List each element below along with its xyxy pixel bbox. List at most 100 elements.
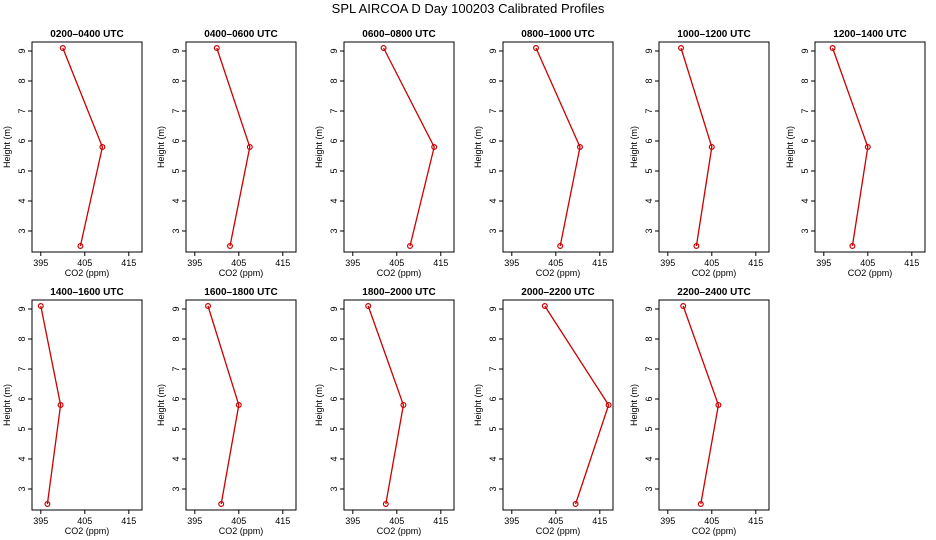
- y-tick-label: 5: [488, 426, 498, 431]
- y-axis-label: Height (m): [314, 126, 324, 168]
- y-tick-label: 4: [644, 198, 654, 203]
- y-tick-label: 8: [17, 78, 27, 83]
- y-tick-label: 5: [17, 168, 27, 173]
- y-tick-label: 4: [800, 198, 810, 203]
- y-tick-label: 5: [488, 168, 498, 173]
- y-tick-label: 7: [329, 108, 339, 113]
- y-tick-label: 6: [644, 138, 654, 143]
- y-axis-label: Height (m): [473, 384, 483, 426]
- y-tick-label: 8: [800, 78, 810, 83]
- profile-line: [367, 305, 405, 505]
- data-point: [77, 243, 84, 250]
- plot-frame: [343, 41, 455, 253]
- data-point: [246, 144, 253, 151]
- panel-1: 0200–0400 UTC 395 405 415 CO2 (ppm) 3 4 5 6 7 8 9 He…: [2, 29, 143, 278]
- x-tick-label: 405: [860, 258, 875, 268]
- y-tick-label: 3: [17, 486, 27, 491]
- data-point: [708, 144, 715, 151]
- panel-4: 0800–1000 UTC 395 405 415 CO2 (ppm) 3 4 5 6 7 8 9 He…: [473, 29, 614, 278]
- x-axis-label: CO2 (ppm): [219, 526, 264, 536]
- profile-line: [831, 47, 869, 247]
- y-axis-label: Height (m): [2, 126, 12, 168]
- y-tick-label: 9: [488, 306, 498, 311]
- x-axis-label: CO2 (ppm): [65, 268, 110, 278]
- plot-frame: [502, 41, 614, 253]
- y-tick-label: 3: [17, 228, 27, 233]
- data-point: [57, 402, 64, 409]
- y-tick-label: 6: [644, 396, 654, 401]
- y-axis-label: Height (m): [785, 126, 795, 168]
- y-tick-label: 3: [171, 486, 181, 491]
- panel-11: 2200–2400 UTC 395 405 415 CO2 (ppm) 3 4 5 6 7 8 9 He…: [629, 287, 770, 536]
- plot-frame: [185, 41, 297, 253]
- x-axis-label: CO2 (ppm): [536, 526, 581, 536]
- panel-3: 0600–0800 UTC 395 405 415 CO2 (ppm) 3 4 5 6 7 8 9 He…: [314, 29, 455, 278]
- y-axis-label: Height (m): [629, 384, 639, 426]
- profile-line: [62, 47, 104, 247]
- y-tick-label: 8: [644, 78, 654, 83]
- y-tick-label: 5: [800, 168, 810, 173]
- data-point: [697, 501, 704, 508]
- panel-title: 2200–2400 UTC: [677, 287, 750, 298]
- x-tick-label: 415: [904, 258, 919, 268]
- data-point: [205, 303, 212, 310]
- y-tick-label: 5: [644, 426, 654, 431]
- y-tick-label: 7: [644, 108, 654, 113]
- y-tick-label: 6: [488, 138, 498, 143]
- x-tick-label: 395: [187, 258, 202, 268]
- panel-2: 0400–0600 UTC 395 405 415 CO2 (ppm) 3 4 5 6 7 8 9 He…: [156, 29, 297, 278]
- panel-title: 0400–0600 UTC: [204, 29, 277, 40]
- y-tick-label: 5: [329, 168, 339, 173]
- y-tick-label: 7: [329, 366, 339, 371]
- panel-title: 1000–1200 UTC: [677, 29, 750, 40]
- x-tick-label: 395: [660, 516, 675, 526]
- y-tick-label: 3: [488, 486, 498, 491]
- y-tick-label: 3: [171, 228, 181, 233]
- y-tick-label: 9: [644, 306, 654, 311]
- y-tick-label: 4: [17, 456, 27, 461]
- y-tick-label: 3: [800, 228, 810, 233]
- panel-9: 1800–2000 UTC 395 405 415 CO2 (ppm) 3 4 5 6 7 8 9 He…: [314, 287, 455, 536]
- data-point: [864, 144, 871, 151]
- y-tick-label: 7: [171, 366, 181, 371]
- y-axis-label: Height (m): [314, 384, 324, 426]
- x-tick-label: 415: [592, 258, 607, 268]
- y-tick-label: 8: [488, 336, 498, 341]
- data-point: [572, 501, 579, 508]
- x-tick-label: 415: [275, 516, 290, 526]
- x-tick-label: 415: [121, 516, 136, 526]
- y-tick-label: 6: [17, 138, 27, 143]
- panel-8: 1600–1800 UTC 395 405 415 CO2 (ppm) 3 4 5 6 7 8 9 He…: [156, 287, 297, 536]
- profile-line: [40, 305, 62, 505]
- x-tick-label: 415: [748, 516, 763, 526]
- y-tick-label: 6: [171, 396, 181, 401]
- x-tick-label: 405: [231, 516, 246, 526]
- x-tick-label: 395: [345, 258, 360, 268]
- x-tick-label: 395: [345, 516, 360, 526]
- panel-title: 2000–2200 UTC: [521, 287, 594, 298]
- x-tick-label: 415: [748, 258, 763, 268]
- plot-frame: [31, 299, 143, 511]
- y-tick-label: 5: [171, 426, 181, 431]
- data-point: [532, 44, 539, 51]
- x-tick-label: 405: [77, 258, 92, 268]
- x-tick-label: 395: [816, 258, 831, 268]
- y-tick-label: 7: [171, 108, 181, 113]
- x-tick-label: 405: [231, 258, 246, 268]
- y-tick-label: 3: [644, 486, 654, 491]
- y-tick-label: 4: [171, 198, 181, 203]
- y-tick-label: 4: [171, 456, 181, 461]
- y-axis-label: Height (m): [629, 126, 639, 168]
- x-tick-label: 395: [504, 258, 519, 268]
- x-tick-label: 405: [77, 516, 92, 526]
- y-tick-label: 5: [17, 426, 27, 431]
- x-axis-label: CO2 (ppm): [692, 268, 737, 278]
- x-axis-label: CO2 (ppm): [219, 268, 264, 278]
- y-tick-label: 7: [800, 108, 810, 113]
- plot-frame: [343, 299, 455, 511]
- panel-10: 2000–2200 UTC 395 405 415 CO2 (ppm) 3 4 5 6 7 8 9 He…: [473, 287, 614, 536]
- y-tick-label: 9: [329, 48, 339, 53]
- panel-title: 0200–0400 UTC: [50, 29, 123, 40]
- y-tick-label: 6: [800, 138, 810, 143]
